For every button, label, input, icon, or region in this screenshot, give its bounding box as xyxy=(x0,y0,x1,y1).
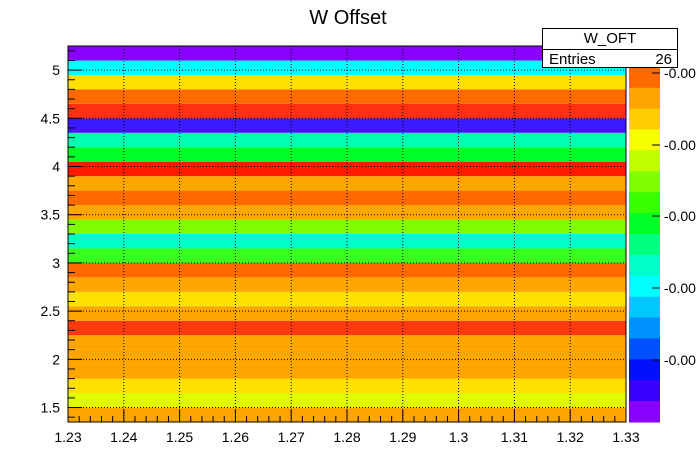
x-tick-label: 1.32 xyxy=(557,429,584,445)
palette-swatch-17 xyxy=(629,401,660,423)
heatmap-cells xyxy=(68,46,626,422)
x-tick-label: 1.33 xyxy=(612,429,639,445)
y-tick-label: 3 xyxy=(52,255,60,271)
heatmap-row-5 xyxy=(68,335,626,350)
heatmap-row-21 xyxy=(68,103,626,119)
color-palette: -0.00 -0.00 -0.00 -0.00 -0.00 xyxy=(629,46,696,423)
heatmap-row-9 xyxy=(68,277,626,292)
heatmap-row-3 xyxy=(68,364,626,379)
y-tick-label: 3.5 xyxy=(41,207,61,223)
grid-lines xyxy=(67,46,627,422)
heatmap-row-20 xyxy=(68,118,626,133)
palette-label: -0.00 xyxy=(664,208,696,224)
palette-swatch-10 xyxy=(629,254,660,277)
heatmap-row-10 xyxy=(68,262,626,278)
heatmap-row-22 xyxy=(68,89,626,104)
x-tick-label: 1.31 xyxy=(501,429,528,445)
palette-swatch-12 xyxy=(629,296,660,319)
x-tick-label: 1.24 xyxy=(110,429,137,445)
x-tick-label: 1.3 xyxy=(449,429,469,445)
palette-swatch-1 xyxy=(629,66,660,89)
palette-label: -0.00 xyxy=(664,65,696,81)
heatmap-row-16 xyxy=(68,176,626,191)
y-tick-label: 2.5 xyxy=(41,303,61,319)
x-tick-label: 1.26 xyxy=(222,429,249,445)
x-tick-label: 1.23 xyxy=(54,429,81,445)
palette-label: -0.00 xyxy=(664,352,696,368)
chart-title: W Offset xyxy=(309,7,387,29)
palette-label: -0.00 xyxy=(664,280,696,296)
y-tick-label: 5 xyxy=(52,62,60,78)
stats-entries-row: Entries 26 xyxy=(543,50,677,69)
y-tick-label: 4 xyxy=(52,159,60,175)
palette-swatch-7 xyxy=(629,192,660,214)
y-tick-label: 1.5 xyxy=(41,400,61,416)
x-axis: 1.23 1.24 1.25 1.26 1.27 1.28 1.29 1.3 1.31 1.32 1… xyxy=(54,410,640,445)
heatmap-row-15 xyxy=(68,190,626,206)
x-tick-label: 1.28 xyxy=(333,429,360,445)
heatmap-row-11 xyxy=(68,248,626,263)
palette-swatch-3 xyxy=(629,108,660,131)
y-tick-label: 4.5 xyxy=(41,110,61,126)
stats-entries-value: 26 xyxy=(655,51,672,68)
palette-swatch-8 xyxy=(629,213,660,235)
x-tick-label: 1.29 xyxy=(389,429,416,445)
palette-swatch-4 xyxy=(629,129,660,151)
palette-swatch-5 xyxy=(629,150,660,172)
palette-swatch-9 xyxy=(629,234,660,256)
stats-histogram-name: W_OFT xyxy=(543,29,677,50)
y-tick-label: 2 xyxy=(52,351,60,367)
x-tick-label: 1.27 xyxy=(278,429,305,445)
stats-box: W_OFT Entries 26 xyxy=(542,28,678,68)
palette-swatch-14 xyxy=(629,338,660,360)
heatmap-row-8 xyxy=(68,291,626,307)
palette-swatch-16 xyxy=(629,380,660,402)
palette-swatch-6 xyxy=(629,171,660,193)
stats-entries-label: Entries xyxy=(549,51,596,68)
heatmap-row-25 xyxy=(68,46,626,61)
palette-swatch-2 xyxy=(629,87,660,110)
palette-label: -0.00 xyxy=(664,137,696,153)
palette-swatch-11 xyxy=(629,275,660,298)
palette-swatch-15 xyxy=(629,359,660,381)
y-axis: 1.5 2 2.5 3 3.5 4 4.5 5 xyxy=(41,50,82,418)
heatmap-row-14 xyxy=(68,205,626,220)
heatmap-row-4 xyxy=(68,349,626,365)
x-tick-label: 1.25 xyxy=(166,429,193,445)
palette-swatch-13 xyxy=(629,317,660,339)
heatmap-row-17 xyxy=(68,161,626,177)
